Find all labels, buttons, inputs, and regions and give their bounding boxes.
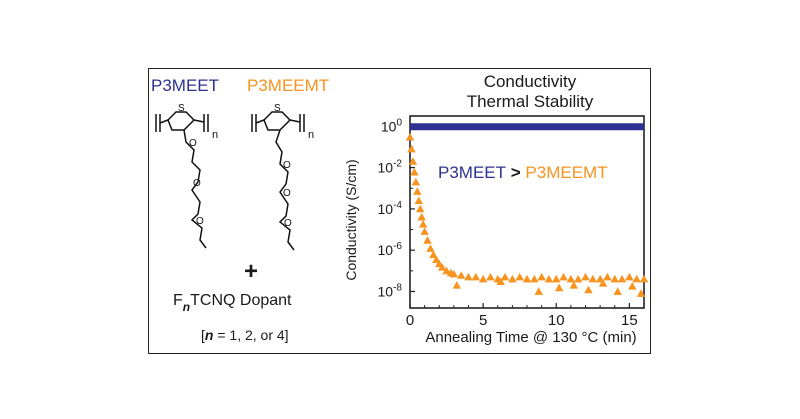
series-p3meemt-point xyxy=(411,177,421,186)
series-p3meemt-point xyxy=(413,187,422,195)
series-p3meemt-point xyxy=(407,144,416,153)
oxygen-label-1c: O xyxy=(196,216,204,227)
polymer-label-p3meet: P3MEET xyxy=(151,76,220,95)
chart-title-line1: Conductivity xyxy=(483,72,577,91)
polymer-label-p3meemt: P3MEEMT xyxy=(247,76,330,95)
series-p3meemt-point xyxy=(610,274,619,283)
series-p3meemt-point xyxy=(405,132,415,141)
series-p3meemt-point xyxy=(573,274,583,283)
y-tick-label: 10-8 xyxy=(378,282,403,299)
series-p3meemt-point xyxy=(515,272,524,281)
series-p3meemt-point xyxy=(603,272,612,281)
dopant-subscript: n xyxy=(182,300,191,314)
series-p3meemt-point xyxy=(426,244,435,252)
x-tick-label: 0 xyxy=(406,312,414,329)
n-values-rest: = 1, 2, or 4] xyxy=(213,327,289,343)
x-axis-label: Annealing Time @ 130 °C (min) xyxy=(425,329,636,346)
series-p3meemt-point xyxy=(508,274,517,283)
n-values-var: n xyxy=(204,327,214,343)
series-p3meemt-point xyxy=(530,274,539,283)
series-p3meemt-point xyxy=(598,279,608,287)
structure-p3meet xyxy=(155,111,209,249)
series-p3meemt-point xyxy=(552,274,561,283)
oxygen-label-2a: O xyxy=(283,188,291,199)
series-p3meemt-point xyxy=(423,236,432,244)
series-p3meemt-point xyxy=(632,274,641,283)
series-p3meemt-point xyxy=(456,271,466,279)
comparison-annotation: P3MEET > P3MEEMT xyxy=(438,163,608,182)
series-p3meemt-point xyxy=(437,263,447,271)
series-p3meemt-point xyxy=(417,212,426,221)
series-p3meemt-point xyxy=(613,287,622,295)
series-p3meemt-point xyxy=(449,269,459,278)
series-p3meemt-point xyxy=(452,281,461,289)
chemical-structures: S S n n O O O O O O xyxy=(155,103,314,251)
oxygen-label-2c: O xyxy=(284,218,292,229)
series-p3meemt-point xyxy=(588,274,598,283)
sulfur-label-1: S xyxy=(178,103,185,114)
series-p3meemt-point xyxy=(537,272,546,281)
dopant-suffix: TCNQ Dopant xyxy=(190,292,292,309)
repeat-label-2: n xyxy=(308,129,314,141)
repeat-label-1: n xyxy=(212,129,218,141)
series-p3meemt-point xyxy=(628,282,637,290)
oxygen-label-1a: O xyxy=(189,138,197,149)
series-p3meemt-point xyxy=(496,277,505,285)
y-tick-label: 10-4 xyxy=(378,200,403,217)
x-tick-label: 10 xyxy=(548,312,565,329)
series-p3meemt-point xyxy=(534,287,543,295)
series-p3meemt-point xyxy=(522,274,532,283)
y-axis-label: Conductivity (S/cm) xyxy=(343,159,359,280)
series-p3meemt-point xyxy=(581,272,590,281)
series-p3meemt-point xyxy=(559,272,568,281)
y-tick-label: 10-2 xyxy=(378,159,403,176)
series-p3meemt-point xyxy=(478,274,488,283)
conductivity-chart: 0 5 10 15 100 10-2 10-4 10-6 10-8 Annealing Time … xyxy=(343,115,649,346)
chart-title: Conductivity Thermal Stability xyxy=(430,72,630,112)
structure-p3meemt xyxy=(251,111,305,251)
series-p3meemt-point xyxy=(639,274,649,283)
y-tick-label: 10-6 xyxy=(378,241,403,258)
series-p3meemt-point xyxy=(554,283,564,292)
sulfur-label-2: S xyxy=(274,103,281,114)
series-p3meemt-point xyxy=(418,220,428,228)
dopant-prefix: F xyxy=(173,292,183,309)
series-p3meemt-point xyxy=(544,274,554,283)
dopant-label: FnTCNQ Dopant xyxy=(173,292,292,314)
chart-title-line2: Thermal Stability xyxy=(466,92,594,111)
oxygen-label-2b: O xyxy=(283,160,291,171)
series-p3meemt-point xyxy=(414,196,423,205)
series-p3meemt-point xyxy=(486,272,495,281)
series-p3meemt-point xyxy=(500,272,510,281)
series-p3meemt-point xyxy=(464,272,473,281)
series-p3meemt-point xyxy=(569,281,578,289)
series-p3meemt-point xyxy=(636,289,646,297)
x-tick-label: 5 xyxy=(479,312,487,329)
series-p3meemt-point xyxy=(595,274,605,283)
series-p3meemt-point xyxy=(410,167,419,176)
figure-frame xyxy=(148,68,651,354)
oxygen-label-1b: O xyxy=(193,178,201,189)
series-p3meemt-point xyxy=(471,272,481,281)
x-tick-label: 15 xyxy=(621,312,638,329)
plus-sign: + xyxy=(244,258,259,285)
series-p3meemt-point xyxy=(566,274,576,283)
series-p3meemt-point xyxy=(442,266,451,275)
series-p3meemt-point xyxy=(408,157,418,165)
series-p3meemt-point xyxy=(429,250,438,259)
series-p3meemt-point xyxy=(420,227,429,235)
series-p3meemt-point xyxy=(617,274,627,283)
y-tick-label: 100 xyxy=(381,117,403,134)
n-values-label: [n = 1, 2, or 4] xyxy=(201,327,289,343)
series-p3meemt-point xyxy=(625,272,634,281)
series-p3meemt-point xyxy=(416,204,425,213)
series-p3meemt-point xyxy=(584,285,593,294)
n-values-open: [ xyxy=(201,327,205,343)
